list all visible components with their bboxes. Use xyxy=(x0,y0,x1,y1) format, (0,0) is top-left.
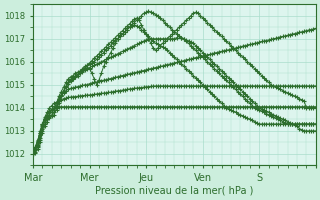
X-axis label: Pression niveau de la mer( hPa ): Pression niveau de la mer( hPa ) xyxy=(95,186,253,196)
